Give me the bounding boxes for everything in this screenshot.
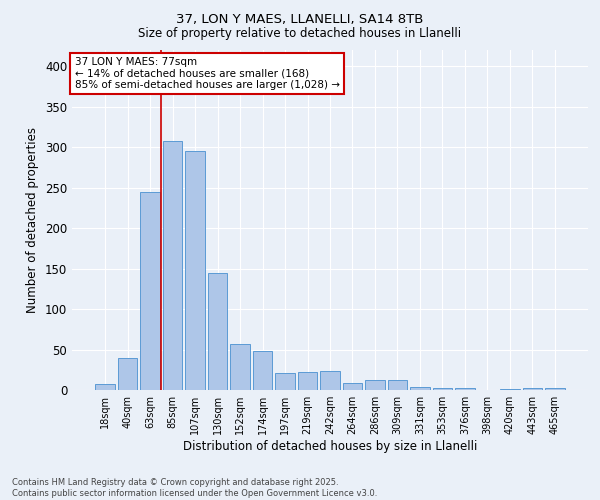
Bar (523, 388, 542, 390)
Text: 37 LON Y MAES: 77sqm
← 14% of detached houses are smaller (168)
85% of semi-deta: 37 LON Y MAES: 77sqm ← 14% of detached h… (74, 57, 340, 90)
Bar (208, 274, 227, 390)
Bar (163, 140, 182, 390)
Text: Size of property relative to detached houses in Llanelli: Size of property relative to detached ho… (139, 28, 461, 40)
X-axis label: Distribution of detached houses by size in Llanelli: Distribution of detached houses by size … (183, 440, 477, 453)
Bar (455, 388, 475, 390)
Bar (275, 373, 295, 390)
Bar (433, 388, 452, 390)
Bar (185, 151, 205, 390)
Bar (545, 388, 565, 390)
Y-axis label: Number of detached properties: Number of detached properties (26, 127, 40, 313)
Bar (388, 380, 407, 390)
Text: Contains HM Land Registry data © Crown copyright and database right 2025.
Contai: Contains HM Land Registry data © Crown c… (12, 478, 377, 498)
Bar (343, 382, 362, 390)
Bar (140, 192, 160, 390)
Bar (500, 389, 520, 390)
Bar (118, 358, 137, 390)
Bar (230, 344, 250, 390)
Text: 37, LON Y MAES, LLANELLI, SA14 8TB: 37, LON Y MAES, LLANELLI, SA14 8TB (176, 12, 424, 26)
Bar (320, 372, 340, 390)
Bar (298, 372, 317, 390)
Bar (95, 384, 115, 390)
Bar (410, 387, 430, 390)
Bar (253, 351, 272, 390)
Bar (365, 380, 385, 390)
